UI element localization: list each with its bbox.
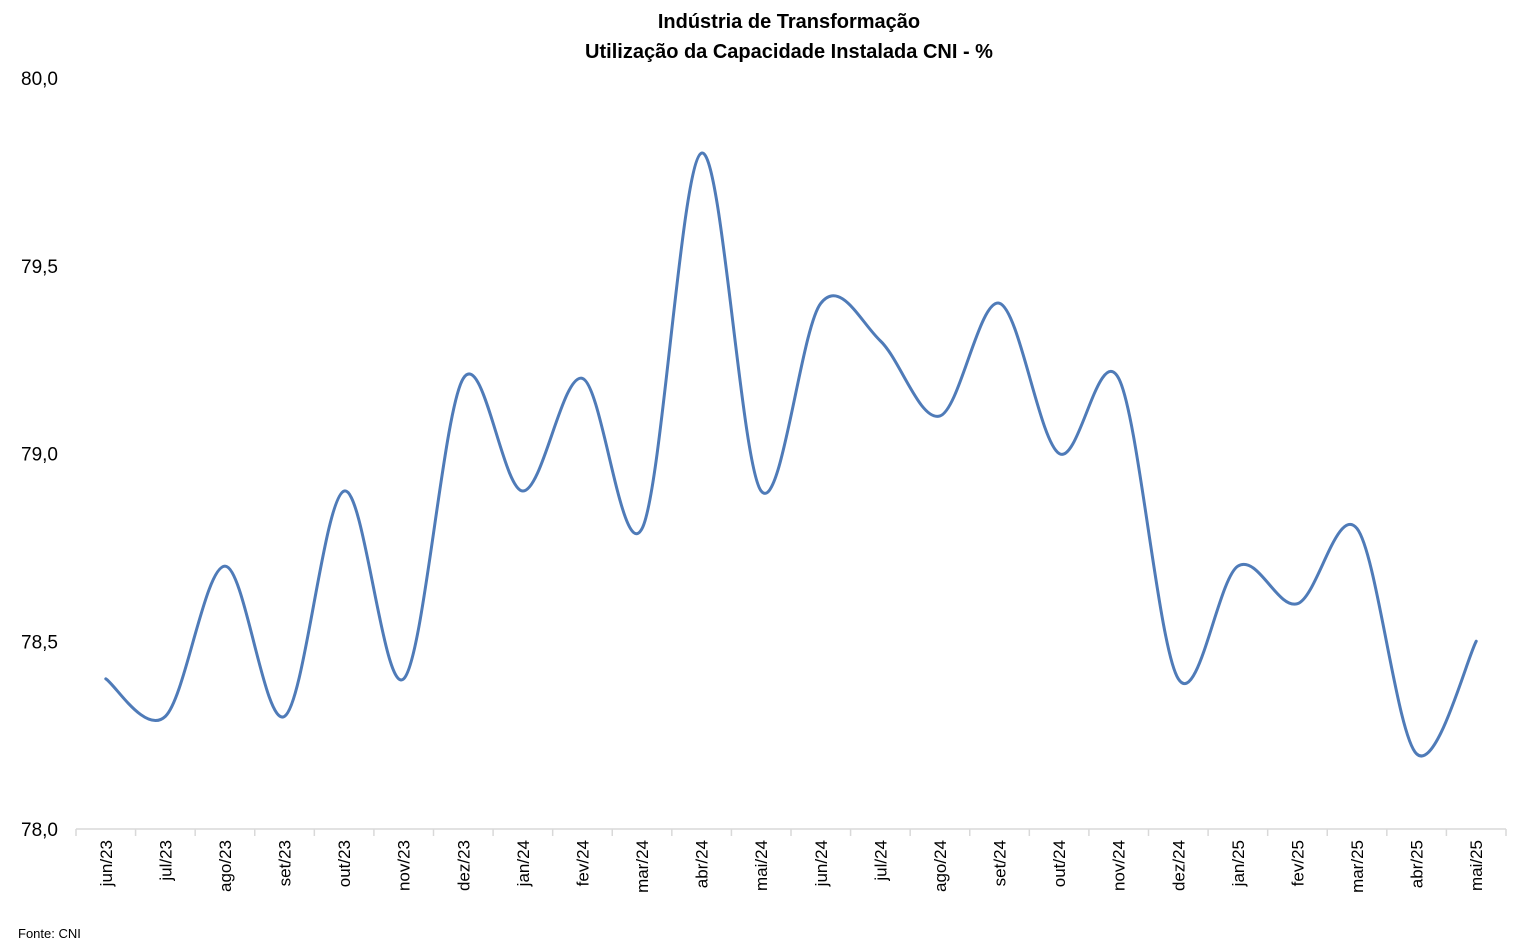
x-tick-label: out/24 — [1050, 840, 1069, 887]
x-tick-label: abr/24 — [693, 840, 712, 888]
data-point — [760, 490, 762, 492]
x-tick-label: fev/24 — [573, 840, 592, 886]
y-axis: 78,0 78,5 79,0 79,5 80,0 — [21, 69, 58, 841]
data-point — [700, 152, 702, 154]
data-point — [1118, 377, 1120, 379]
chart-title: Indústria de Transformação Utilização da… — [585, 11, 993, 63]
x-tick-label: mai/25 — [1467, 840, 1486, 891]
data-point — [283, 715, 285, 717]
x-tick-label: jan/25 — [1229, 840, 1248, 887]
y-tick-label: 79,5 — [21, 257, 58, 278]
data-point — [581, 377, 583, 379]
data-point — [1058, 452, 1060, 454]
x-axis-ticks — [75, 829, 1507, 836]
x-tick-label: set/24 — [991, 840, 1010, 886]
x-tick-label: jun/23 — [97, 840, 116, 887]
data-point — [164, 715, 166, 717]
x-tick-label: jul/24 — [871, 840, 890, 882]
data-point — [1356, 527, 1358, 529]
data-point — [1296, 603, 1298, 605]
chart-title-line-1: Indústria de Transformação — [658, 11, 920, 33]
data-point — [879, 340, 881, 342]
data-point — [224, 565, 226, 567]
x-tick-label: abr/25 — [1408, 840, 1427, 888]
x-tick-label: ago/23 — [216, 840, 235, 892]
y-tick-label: 78,0 — [21, 820, 58, 841]
data-point — [641, 527, 643, 529]
x-tick-label: mar/25 — [1348, 840, 1367, 893]
x-tick-label: ago/24 — [931, 840, 950, 892]
x-tick-label: jul/23 — [156, 840, 175, 882]
y-tick-label: 78,5 — [21, 632, 58, 653]
x-tick-label: nov/23 — [395, 840, 414, 891]
x-tick-label: mar/24 — [633, 840, 652, 893]
x-tick-label: dez/23 — [454, 840, 473, 891]
x-axis-labels: jun/23 jul/23 ago/23 set/23 out/23 nov/23 dez/… — [97, 840, 1486, 893]
data-point — [105, 678, 107, 680]
data-point — [1475, 640, 1477, 642]
series-layer — [104, 151, 1478, 758]
y-tick-label: 79,0 — [21, 445, 58, 466]
chart-title-line-2: Utilização da Capacidade Instalada CNI -… — [585, 41, 993, 63]
source-note: Fonte: CNI — [18, 926, 81, 941]
data-point — [820, 302, 822, 304]
x-tick-label: fev/25 — [1288, 840, 1307, 886]
data-point — [403, 678, 405, 680]
y-tick-label: 80,0 — [21, 69, 58, 90]
data-point — [998, 302, 1000, 304]
data-point — [1415, 753, 1417, 755]
x-tick-label: mai/24 — [752, 840, 771, 891]
data-point — [522, 490, 524, 492]
data-point — [939, 415, 941, 417]
data-point — [462, 377, 464, 379]
x-tick-label: nov/24 — [1110, 840, 1129, 891]
x-tick-label: jun/24 — [812, 840, 831, 887]
data-point — [1177, 678, 1179, 680]
x-tick-label: dez/24 — [1169, 840, 1188, 891]
data-point — [1237, 565, 1239, 567]
x-tick-label: set/23 — [276, 840, 295, 886]
x-tick-label: out/23 — [335, 840, 354, 887]
series-line — [104, 151, 1478, 758]
x-tick-label: jan/24 — [514, 840, 533, 887]
data-point — [343, 490, 345, 492]
